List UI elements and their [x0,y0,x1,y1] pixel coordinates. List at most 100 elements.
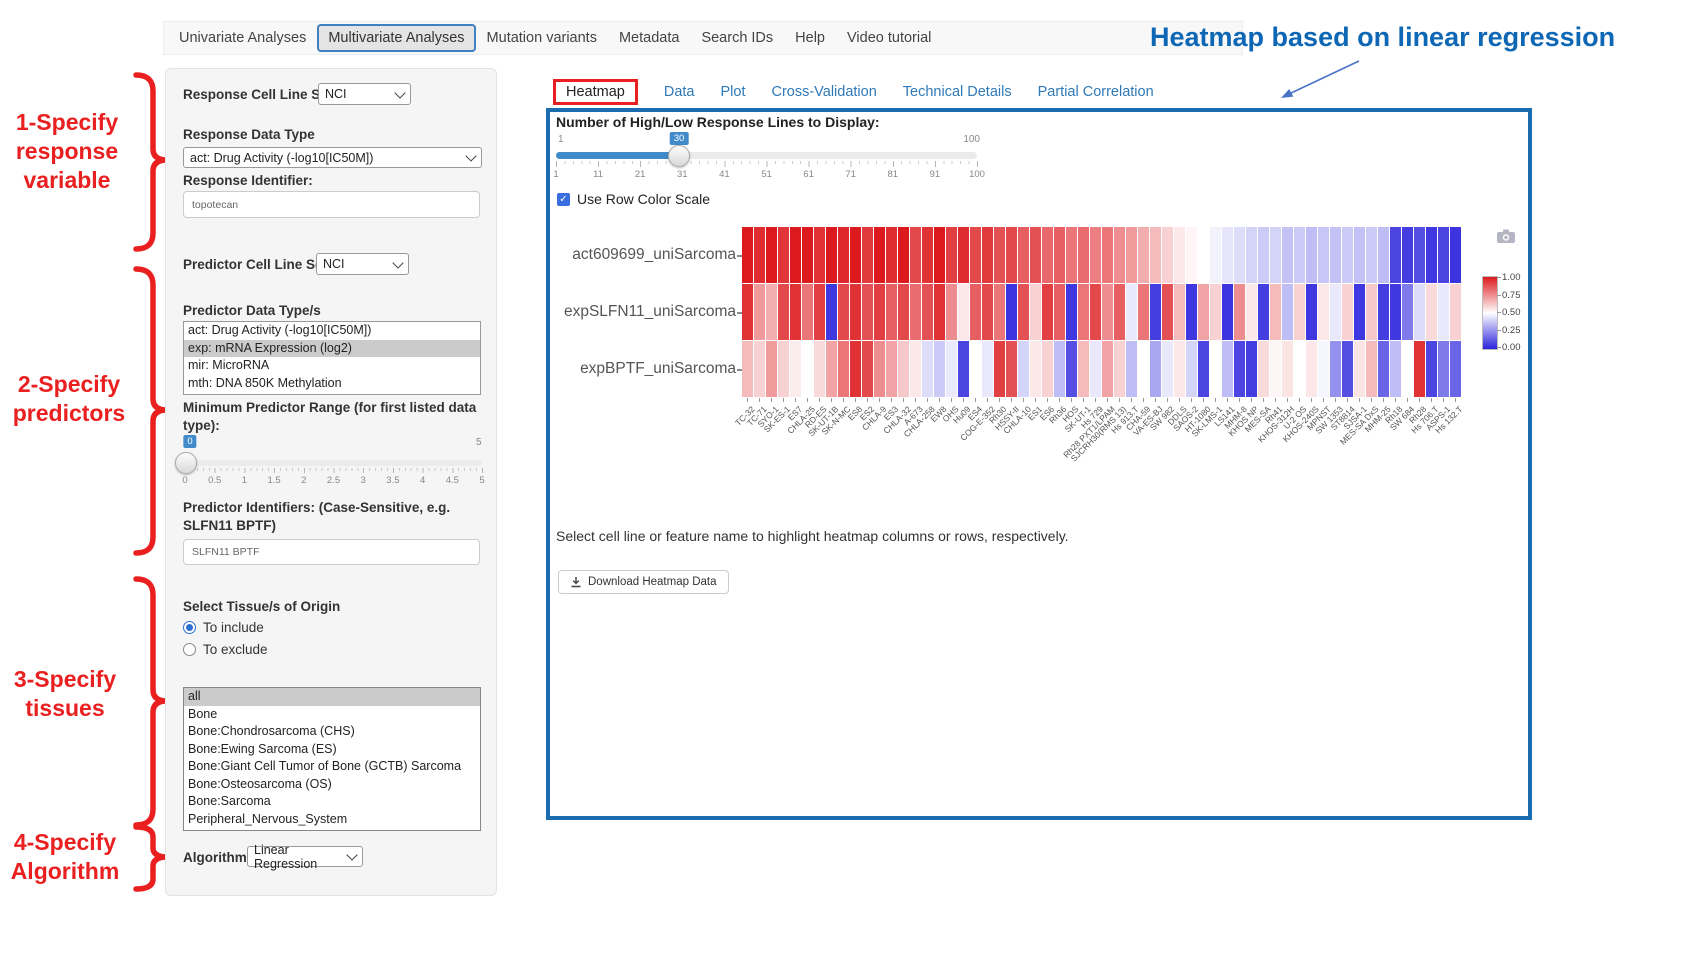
heatmap-cell[interactable] [874,227,885,283]
heatmap-cell[interactable] [850,284,861,340]
tissue-include-radio[interactable] [183,621,196,634]
heatmap-cell[interactable] [1030,341,1041,397]
heatmap-cell[interactable] [778,227,789,283]
heatmap-cell[interactable] [1042,227,1053,283]
display-slider-handle[interactable] [668,145,690,167]
algorithm-select[interactable]: Linear Regression [247,843,363,871]
heatmap-cell[interactable] [1414,284,1425,340]
heatmap-cell[interactable] [934,227,945,283]
heatmap-cell[interactable] [898,341,909,397]
heatmap-cell[interactable] [1126,284,1137,340]
row-color-scale-checkbox[interactable]: ✓ [557,193,570,206]
heatmap-cell[interactable] [1306,341,1317,397]
heatmap-cell[interactable] [1090,227,1101,283]
heatmap-cell[interactable] [1222,341,1233,397]
heatmap-cell[interactable] [934,341,945,397]
heatmap-cell[interactable] [1150,341,1161,397]
heatmap-cell[interactable] [1018,284,1029,340]
tab-data[interactable]: Data [663,84,695,100]
heatmap-cell[interactable] [994,284,1005,340]
heatmap-cell[interactable] [1006,341,1017,397]
heatmap-cell[interactable] [1006,284,1017,340]
heatmap-cell[interactable] [862,284,873,340]
response-data-type-select[interactable]: act: Drug Activity (-log10[IC50M]) [183,147,482,168]
heatmap-cell[interactable] [1282,284,1293,340]
heatmap-cell[interactable] [1426,227,1437,283]
heatmap-cell[interactable] [1450,227,1461,283]
heatmap-cell[interactable] [778,284,789,340]
heatmap-cell[interactable] [1258,227,1269,283]
heatmap-cell[interactable] [778,341,789,397]
heatmap-cell[interactable] [1006,227,1017,283]
heatmap-cell[interactable] [886,284,897,340]
heatmap-cell[interactable] [1186,341,1197,397]
heatmap-cell[interactable] [838,341,849,397]
heatmap-cell[interactable] [898,284,909,340]
heatmap-cell[interactable] [1246,284,1257,340]
nav-item-mutation-variants[interactable]: Mutation variants [486,30,597,46]
range-slider-handle[interactable] [175,452,197,474]
tab-technical-details[interactable]: Technical Details [902,84,1012,100]
display-slider-track[interactable] [556,152,977,159]
nav-item-video-tutorial[interactable]: Video tutorial [847,30,932,46]
heatmap-cell[interactable] [1150,284,1161,340]
heatmap-cell[interactable] [1294,284,1305,340]
heatmap-cell[interactable] [946,227,957,283]
heatmap-cell[interactable] [1198,227,1209,283]
tab-plot[interactable]: Plot [720,84,746,100]
heatmap-cell[interactable] [922,341,933,397]
nav-item-univariate-analyses[interactable]: Univariate Analyses [179,30,307,46]
heatmap-cell[interactable] [814,227,825,283]
heatmap-cell[interactable] [874,341,885,397]
heatmap-cell[interactable] [742,341,753,397]
heatmap-cell[interactable] [1066,284,1077,340]
heatmap-cell[interactable] [1318,284,1329,340]
heatmap-cell[interactable] [1414,341,1425,397]
heatmap-cell[interactable] [1066,341,1077,397]
heatmap-cell[interactable] [766,284,777,340]
heatmap-cell[interactable] [1042,341,1053,397]
heatmap-cell[interactable] [1450,341,1461,397]
heatmap-cell[interactable] [970,227,981,283]
heatmap-cell[interactable] [1018,341,1029,397]
tissue-item[interactable]: Bone:Giant Cell Tumor of Bone (GCTB) Sar… [188,759,462,773]
heatmap-cell[interactable] [1114,341,1125,397]
heatmap-cell[interactable] [1378,341,1389,397]
heatmap-cell[interactable] [1078,341,1089,397]
heatmap-cell[interactable] [754,341,765,397]
heatmap-cell[interactable] [1114,227,1125,283]
heatmap-cell[interactable] [1318,227,1329,283]
heatmap-cell[interactable] [1270,227,1281,283]
heatmap-cell[interactable] [1330,341,1341,397]
heatmap-cell[interactable] [1138,341,1149,397]
heatmap-cell[interactable] [1102,341,1113,397]
heatmap-cell[interactable] [1138,284,1149,340]
heatmap-cell[interactable] [1402,227,1413,283]
heatmap-cell[interactable] [1246,341,1257,397]
heatmap-cell[interactable] [1378,227,1389,283]
camera-icon[interactable] [1496,228,1516,244]
heatmap-cell[interactable] [1078,284,1089,340]
heatmap-cell[interactable] [1198,341,1209,397]
heatmap-cell[interactable] [790,227,801,283]
heatmap-cell[interactable] [994,341,1005,397]
heatmap-cell[interactable] [1042,284,1053,340]
heatmap-cell[interactable] [802,341,813,397]
tissue-exclude-radio[interactable] [183,643,196,656]
response-cell-line-set-select[interactable]: NCI [318,83,411,105]
heatmap-cell[interactable] [922,227,933,283]
heatmap-cell[interactable] [1402,341,1413,397]
heatmap-cell[interactable] [970,341,981,397]
download-heatmap-data-button[interactable]: Download Heatmap Data [558,570,729,594]
heatmap-cell[interactable] [1186,227,1197,283]
heatmap-cell[interactable] [1054,284,1065,340]
heatmap-row-label-expbptf-unisarcoma[interactable]: expBPTF_uniSarcoma [580,360,736,377]
tab-cross-validation[interactable]: Cross-Validation [771,84,877,100]
heatmap-cell[interactable] [1210,341,1221,397]
heatmap-cell[interactable] [1162,227,1173,283]
heatmap-cell[interactable] [1234,227,1245,283]
heatmap-cell[interactable] [1270,341,1281,397]
predictor-data-type-item[interactable]: act: Drug Activity (-log10[IC50M]) [188,323,372,337]
heatmap-cell[interactable] [910,284,921,340]
heatmap-cell[interactable] [838,227,849,283]
